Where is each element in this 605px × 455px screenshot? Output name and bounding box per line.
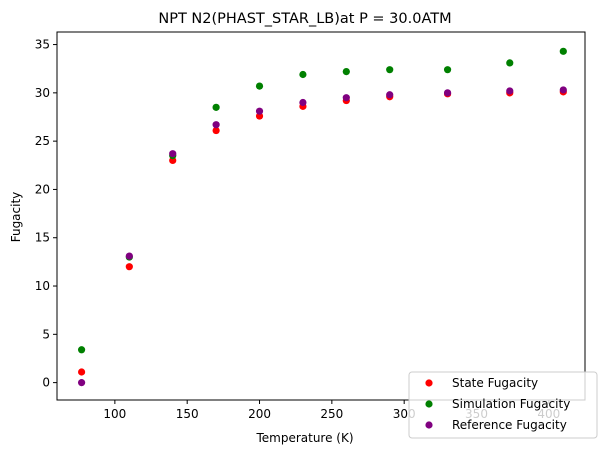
data-point (125, 263, 133, 271)
data-point (559, 47, 567, 55)
data-point (342, 68, 350, 76)
legend-label: Reference Fugacity (452, 418, 567, 432)
chart-title: NPT N2(PHAST_STAR_LB)at P = 30.0ATM (158, 11, 451, 27)
data-point (443, 89, 452, 97)
plot-frame (56, 31, 586, 401)
data-point (255, 107, 264, 115)
y-tick-label: 20 (35, 182, 50, 196)
data-point (125, 252, 133, 260)
series-2 (77, 86, 567, 387)
data-point (255, 82, 264, 90)
data-point (443, 66, 452, 74)
data-point (212, 103, 220, 111)
x-tick-label: 200 (248, 407, 271, 421)
data-point (506, 87, 514, 95)
data-point (386, 91, 394, 99)
series-1 (77, 47, 567, 354)
y-tick-label: 10 (35, 279, 50, 293)
legend-label: State Fugacity (452, 376, 538, 390)
data-point (212, 121, 220, 129)
x-tick-label: 250 (320, 407, 343, 421)
legend-marker (425, 400, 433, 408)
y-tick-label: 0 (42, 376, 50, 390)
legend-box (408, 371, 598, 439)
y-tick-label: 35 (35, 38, 50, 52)
data-point (342, 94, 350, 102)
data-point (77, 346, 86, 354)
data-point (299, 98, 307, 107)
legend-marker (425, 379, 433, 387)
x-axis-title: Temperature (K) (255, 431, 353, 445)
y-tick-label: 15 (35, 231, 50, 245)
data-point (77, 379, 86, 387)
data-point (169, 150, 177, 158)
data-point (559, 86, 567, 94)
series-0 (77, 88, 567, 376)
data-point (506, 59, 514, 67)
legend: State Fugacity Simulation Fugacity Referen… (408, 371, 598, 439)
data-point (386, 66, 394, 74)
data-point (299, 70, 307, 79)
x-tick-label: 100 (103, 407, 126, 421)
legend-label: Simulation Fugacity (452, 397, 570, 411)
y-tick-label: 5 (42, 327, 50, 341)
x-tick-label: 150 (176, 407, 199, 421)
y-tick-label: 25 (35, 134, 50, 148)
y-tick-label: 30 (35, 86, 50, 100)
legend-marker (425, 421, 433, 429)
y-axis-title: Fugacity (9, 192, 23, 243)
plot-area: 10015020025030035040005101520253035 (35, 31, 586, 421)
data-point (77, 368, 86, 376)
data-point (212, 126, 220, 135)
